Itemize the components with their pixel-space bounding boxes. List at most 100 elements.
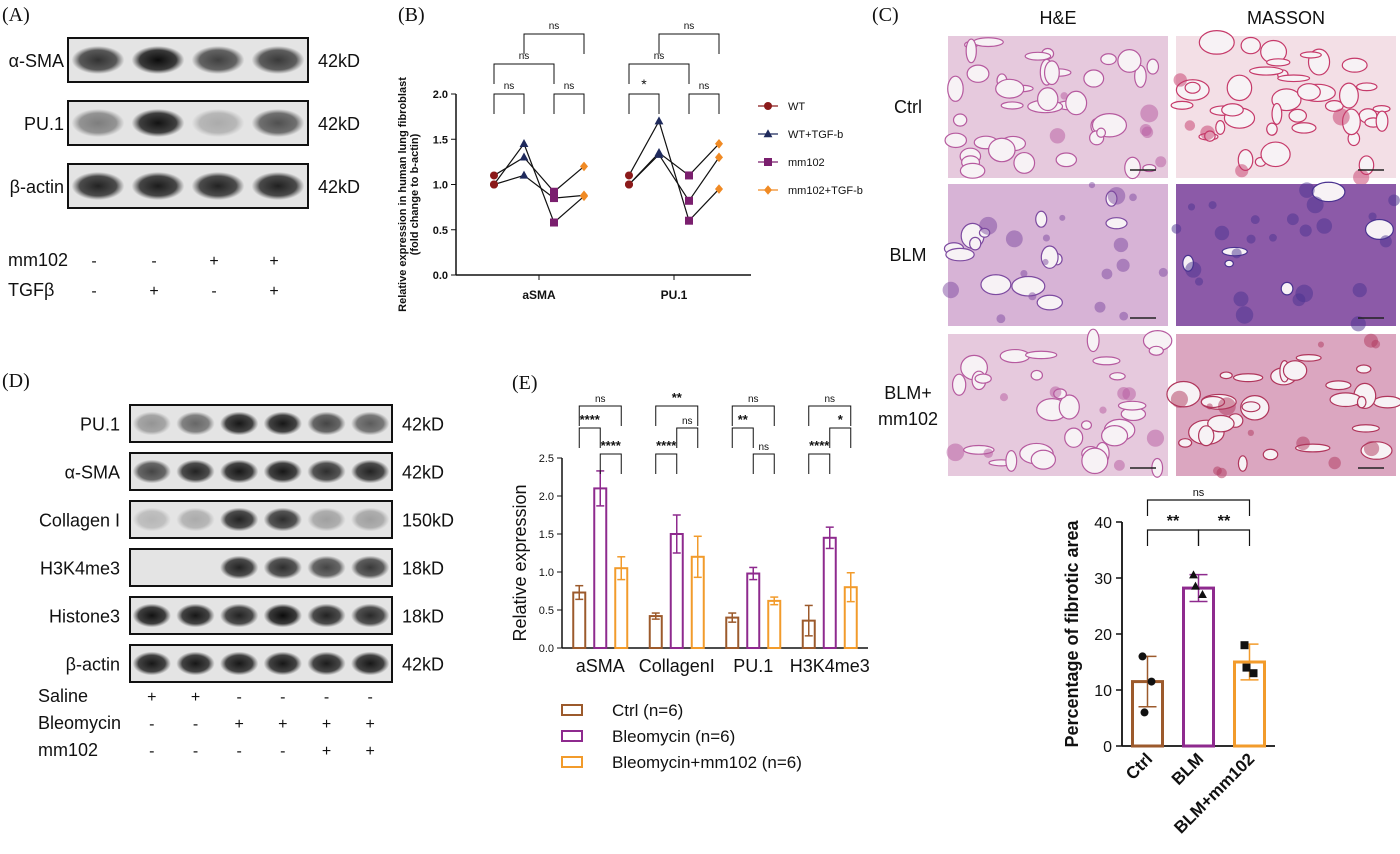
blot-size: 18kD	[402, 607, 444, 627]
tissue-cluster	[1101, 268, 1113, 280]
alveolus	[951, 373, 967, 396]
significance-bracket	[808, 453, 831, 474]
significance-label: ns	[595, 394, 606, 405]
blot-band	[350, 651, 390, 676]
blot-size: 150kD	[402, 511, 454, 531]
tissue-cluster	[1269, 233, 1277, 242]
alveolus	[959, 162, 986, 179]
condition-mark: -	[91, 283, 96, 300]
alveolus	[1081, 447, 1109, 475]
replicate-line	[493, 142, 585, 224]
data-point	[1242, 663, 1251, 672]
significance-bracket	[523, 33, 585, 54]
blot-band	[191, 108, 245, 138]
bar	[746, 572, 761, 650]
legend-label: Ctrl (n=6)	[612, 701, 683, 720]
data-point	[685, 196, 693, 205]
condition-mark: +	[234, 716, 243, 733]
alveolus	[1124, 156, 1141, 180]
blot-band	[176, 459, 215, 484]
condition-mark: -	[149, 743, 154, 760]
tissue-cluster	[1214, 225, 1230, 241]
blot-strip	[129, 500, 393, 539]
tissue-cluster	[1119, 311, 1129, 321]
condition-label: Saline	[38, 686, 88, 706]
y-tick-label: 0.0	[433, 270, 448, 282]
significance-label: ns	[748, 394, 759, 405]
row-label: BLM+	[884, 383, 932, 403]
alveolus	[1262, 448, 1279, 461]
significance-bracket	[829, 427, 852, 448]
y-tick-label: 20	[1094, 627, 1112, 644]
blot-band	[219, 603, 259, 628]
x-tick-label: aSMA	[576, 656, 625, 676]
blot-band	[307, 603, 346, 628]
legend-label: WT+TGF-b	[788, 129, 843, 141]
significance-label: ns	[699, 81, 710, 92]
tissue-cluster	[1122, 387, 1136, 401]
alveolus	[1288, 108, 1308, 123]
alveolus	[1226, 74, 1253, 102]
significance-bracket	[1197, 529, 1251, 546]
tissue-cluster	[1379, 235, 1392, 248]
y-tick-label: 1.5	[433, 134, 448, 146]
tissue-cluster	[946, 443, 965, 462]
alveolus	[1280, 281, 1294, 296]
blot-band	[131, 45, 185, 75]
data-point	[1140, 708, 1149, 717]
blot-band	[263, 459, 303, 484]
blot-band	[71, 108, 125, 138]
row-label: mm102	[878, 409, 938, 429]
tissue-cluster	[1187, 203, 1196, 211]
alveolus	[969, 236, 982, 251]
condition-mark: -	[211, 283, 216, 300]
alveolus	[1040, 245, 1059, 269]
condition-mark: -	[193, 716, 198, 733]
legend-swatch	[561, 730, 583, 742]
tissue-cluster	[1049, 128, 1066, 144]
y-tick-label: 10	[1094, 683, 1112, 700]
tissue-cluster	[1388, 194, 1400, 207]
significance-bracket	[628, 63, 690, 84]
alveolus	[1105, 217, 1128, 230]
y-tick-label: 40	[1094, 515, 1112, 532]
alveolus	[1058, 394, 1080, 420]
blot-size: 42kD	[318, 177, 360, 197]
legend-swatch	[561, 756, 583, 768]
condition-mark: +	[209, 253, 218, 270]
western-blot-d: PU.1 42kD α-SMA 42kD Collagen I 150kD H3K4me3 1…	[38, 404, 454, 760]
tissue-cluster	[1332, 108, 1350, 126]
significance-bracket	[1146, 529, 1200, 546]
tissue-cluster	[1020, 269, 1028, 278]
blot-label: Histone3	[49, 607, 120, 627]
row-label: BLM	[889, 245, 926, 265]
significance-label: ns	[549, 21, 560, 32]
tissue-cluster	[1094, 301, 1106, 313]
alveolus	[1372, 395, 1400, 409]
significance-bracket	[578, 427, 601, 448]
chart-fibrotic-area: 0 10 20 30 40 Percentage of fibrotic area Ctrl…	[1062, 490, 1275, 837]
blot-strip	[129, 452, 393, 491]
tissue-cluster	[942, 281, 960, 299]
condition-mark: -	[237, 689, 242, 706]
alveolus	[1024, 51, 1052, 61]
alveolus	[1351, 424, 1380, 433]
significance-label: ns	[1193, 490, 1205, 499]
data-point	[1138, 652, 1147, 661]
significance-label: ns	[758, 442, 769, 453]
significance-label: **	[738, 412, 749, 427]
alveolus	[1092, 356, 1121, 366]
alveolus	[1240, 36, 1261, 55]
data-point	[1147, 677, 1156, 686]
alveolus	[1364, 218, 1394, 241]
tissue-cluster	[1049, 386, 1062, 399]
alveolus	[1241, 401, 1261, 413]
tissue-cluster	[1146, 429, 1165, 447]
alveolus	[1005, 450, 1018, 472]
blot-band	[263, 507, 303, 532]
panel-c-label: (C)	[872, 4, 899, 26]
alveolus	[1100, 53, 1117, 66]
data-point	[519, 152, 529, 161]
blot-band	[263, 651, 303, 676]
tissue-cluster	[1140, 104, 1159, 123]
